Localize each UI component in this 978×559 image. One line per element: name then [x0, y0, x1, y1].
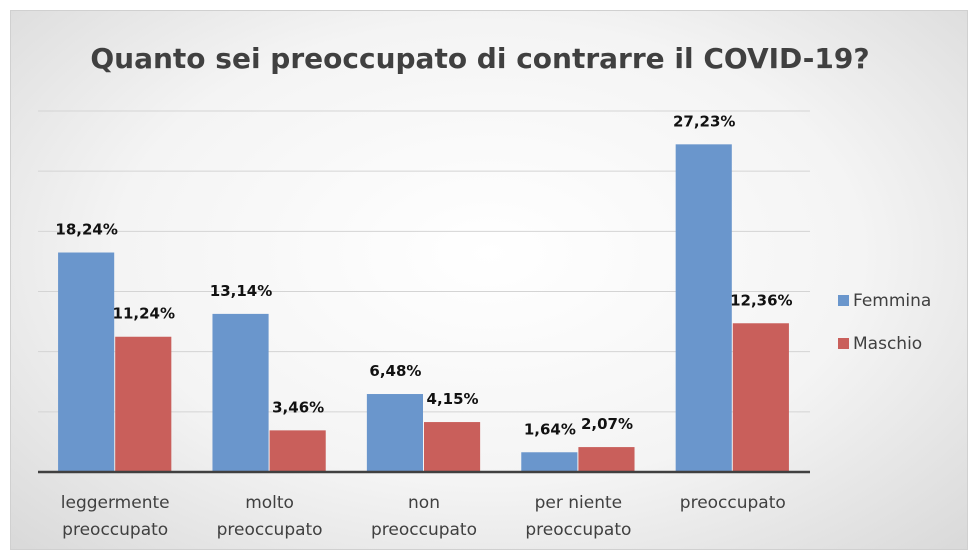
bar	[521, 452, 578, 472]
legend-swatch	[838, 295, 849, 306]
value-label: 2,07%	[581, 415, 633, 433]
x-tick-label: molto preoccupato	[216, 493, 323, 540]
value-label: 4,15%	[427, 390, 479, 408]
value-label: 3,46%	[272, 398, 324, 416]
bar	[675, 144, 732, 472]
chart-title: Quanto sei preoccupato di contrarre il C…	[90, 42, 869, 75]
bar	[732, 323, 789, 472]
value-label: 11,24%	[113, 305, 175, 323]
value-label: 1,64%	[524, 420, 576, 438]
bar	[424, 422, 481, 472]
value-label: 13,14%	[210, 282, 272, 300]
bar	[269, 430, 326, 472]
value-label: 6,48%	[369, 362, 421, 380]
x-tick-label: non preoccupato	[370, 493, 477, 540]
bar	[578, 447, 635, 472]
bar	[115, 336, 172, 472]
x-tick-label: preoccupato	[679, 493, 786, 513]
value-label: 12,36%	[730, 291, 792, 309]
value-label: 27,23%	[673, 112, 735, 130]
bar	[366, 394, 423, 472]
legend-label: Maschio	[853, 334, 922, 354]
value-label: 18,24%	[55, 221, 117, 239]
bar	[58, 252, 115, 472]
x-tick-label: per niente preoccupato	[525, 493, 632, 540]
legend-swatch	[838, 338, 849, 349]
x-tick-label: leggermente preoccupato	[60, 493, 170, 540]
bar	[212, 313, 269, 472]
legend-label: Femmina	[853, 291, 931, 311]
